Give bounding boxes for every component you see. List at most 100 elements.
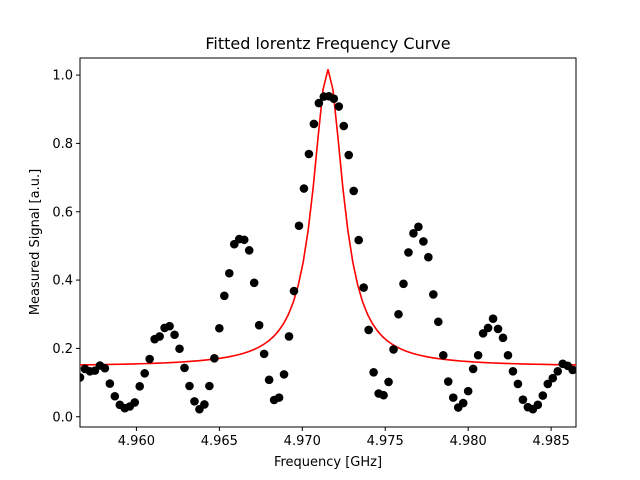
data-point (443, 377, 453, 386)
data-point (424, 252, 433, 262)
points-layer (80, 91, 576, 414)
y-tick-label: 0.8 (52, 137, 73, 152)
data-point (463, 386, 473, 396)
data-point (389, 345, 398, 354)
data-point (165, 321, 174, 331)
data-point (274, 393, 284, 402)
data-point (170, 330, 179, 340)
data-point (384, 377, 393, 387)
data-point (329, 94, 339, 103)
x-tick-label: 4.970 (284, 434, 321, 449)
data-point (304, 149, 314, 159)
data-point (220, 291, 229, 301)
data-point (294, 221, 304, 231)
data-point (155, 332, 164, 341)
data-point (369, 368, 378, 377)
data-point (105, 379, 115, 388)
data-point (364, 325, 373, 335)
data-point (458, 398, 468, 408)
y-axis-ticks: 0.0 0.2 0.4 0.6 0.8 1.0 (52, 69, 80, 425)
data-point (434, 317, 443, 327)
data-point (508, 367, 518, 376)
data-point (314, 98, 324, 108)
data-point (110, 391, 120, 401)
x-tick-label: 4.985 (533, 434, 570, 449)
data-point (249, 278, 259, 288)
data-point (404, 248, 413, 257)
data-point (135, 382, 145, 391)
data-point (185, 381, 194, 391)
data-point (513, 379, 523, 389)
x-tick-label: 4.980 (450, 434, 487, 449)
data-point (80, 373, 85, 382)
data-point (473, 350, 483, 360)
chart-title: Fitted lorentz Frequency Curve (205, 34, 450, 53)
x-axis-ticks: 4.960 4.965 4.970 4.975 4.980 4.985 (118, 427, 570, 449)
data-point (448, 393, 458, 402)
data-point (533, 400, 543, 410)
y-tick-label: 0.6 (52, 205, 73, 220)
data-point (429, 290, 438, 299)
data-point (200, 400, 209, 409)
lorentz-fit-line (80, 69, 576, 366)
x-tick-label: 4.965 (201, 434, 238, 449)
data-point (259, 349, 269, 359)
data-point (344, 150, 354, 160)
data-point (239, 235, 249, 245)
data-point (215, 323, 224, 333)
fit-layer (80, 69, 576, 366)
data-point (548, 373, 558, 383)
data-point (334, 102, 344, 111)
data-point (399, 279, 408, 289)
data-point (284, 332, 294, 341)
data-point (299, 184, 309, 193)
data-point (140, 369, 149, 378)
y-tick-label: 0.2 (52, 342, 73, 357)
data-point (354, 235, 363, 245)
data-point (568, 365, 576, 375)
data-point (493, 324, 503, 334)
x-axis-label: Frequency [GHz] (274, 455, 382, 470)
plot-area: 4.960 4.965 4.970 4.975 4.980 4.985 0.0 0.2 0.4… (52, 57, 577, 449)
data-point (438, 350, 448, 360)
data-point (394, 309, 403, 319)
x-tick-label: 4.975 (367, 434, 404, 449)
data-point (414, 222, 423, 232)
axes-frame (79, 57, 577, 428)
data-point (244, 246, 254, 255)
data-point (289, 286, 299, 296)
data-point (478, 329, 488, 338)
data-point (349, 186, 359, 196)
data-point (180, 363, 189, 373)
data-point (225, 268, 234, 278)
data-point (483, 323, 493, 333)
data-point (264, 375, 274, 385)
data-point (339, 121, 349, 131)
data-point (100, 363, 110, 373)
data-point (553, 367, 563, 376)
data-point (538, 391, 548, 400)
data-point (488, 314, 498, 323)
data-point (210, 354, 219, 363)
data-point (379, 390, 388, 400)
data-point (175, 344, 184, 354)
data-point (254, 320, 264, 330)
data-point (359, 283, 368, 292)
data-point (409, 228, 418, 238)
data-point (468, 364, 478, 374)
data-point (145, 354, 154, 364)
data-point (279, 370, 289, 379)
x-tick-label: 4.960 (118, 434, 155, 449)
data-point (205, 381, 214, 391)
data-point (498, 333, 508, 343)
data-point (130, 398, 140, 407)
data-point (543, 379, 553, 389)
y-axis-label: Measured Signal [a.u.] (28, 169, 43, 315)
data-point (503, 350, 513, 360)
y-tick-label: 0.0 (52, 410, 73, 425)
y-tick-label: 1.0 (52, 69, 73, 84)
data-point (518, 395, 528, 404)
data-point (190, 397, 199, 406)
